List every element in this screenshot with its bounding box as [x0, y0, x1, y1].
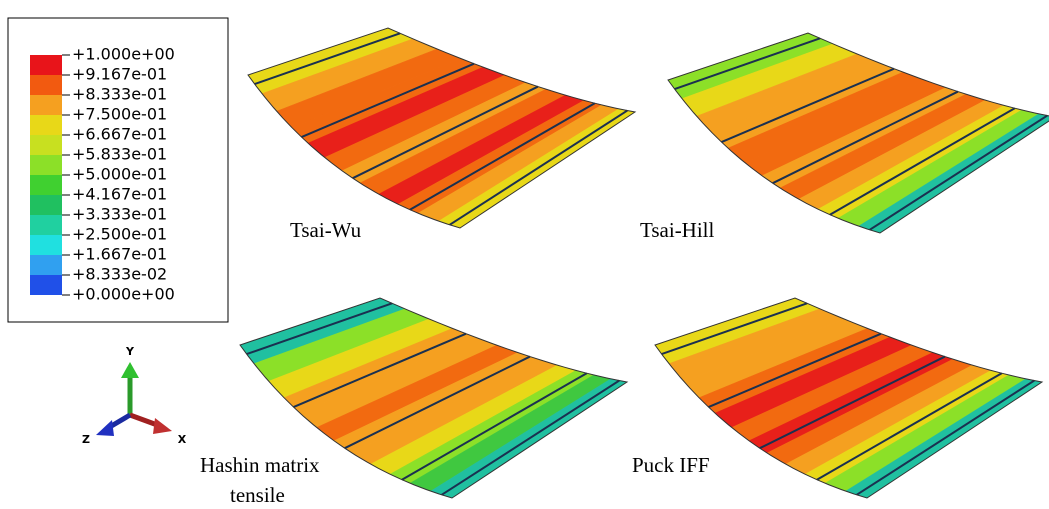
legend-band	[30, 115, 62, 135]
stiffener	[721, 67, 895, 143]
stiffener	[401, 372, 588, 481]
legend-band	[30, 155, 62, 175]
legend-label: +9.167e-01	[72, 65, 167, 84]
stiffener	[344, 355, 531, 450]
stiffener	[816, 372, 1003, 481]
stiffener	[409, 102, 596, 211]
shell	[667, 32, 1049, 234]
legend-band	[30, 135, 62, 155]
legend-band	[30, 215, 62, 235]
legend-label: +1.000e+00	[72, 45, 175, 64]
shell-outline	[239, 297, 629, 499]
legend-label: +3.333e-01	[72, 205, 167, 224]
stiffener	[661, 302, 808, 356]
legend-label: +1.667e-01	[72, 245, 167, 264]
stiffener	[869, 114, 1048, 231]
stiffener	[254, 32, 401, 86]
legend-band	[30, 235, 62, 255]
panel-label: tensile	[230, 483, 285, 507]
stiffener	[674, 37, 821, 91]
stiffener	[759, 355, 946, 450]
legend-label: +8.333e-02	[72, 265, 167, 284]
panel-label: Tsai-Hill	[640, 218, 715, 242]
legend-band	[30, 255, 62, 275]
stiffener	[301, 62, 475, 138]
legend-label: +2.500e-01	[72, 225, 167, 244]
legend-label: +0.000e+00	[72, 285, 175, 304]
shell	[654, 297, 1044, 499]
triad-z: Z	[82, 433, 90, 446]
stiffener	[246, 302, 393, 356]
legend-label: +5.000e-01	[72, 165, 167, 184]
legend-band	[30, 55, 62, 75]
legend-label: +7.500e-01	[72, 105, 167, 124]
stiffener	[856, 379, 1035, 496]
legend-label: +4.167e-01	[72, 185, 167, 204]
stiffener	[772, 90, 959, 185]
y-arrow-head	[121, 362, 139, 378]
shell-outline	[654, 297, 1044, 499]
legend-band	[30, 195, 62, 215]
legend-band	[30, 95, 62, 115]
shell	[247, 27, 637, 229]
stiffener	[441, 379, 620, 496]
stiffener	[352, 85, 539, 180]
legend-band	[30, 275, 62, 295]
legend-band	[30, 175, 62, 195]
legend-label: +6.667e-01	[72, 125, 167, 144]
stiffener	[449, 109, 628, 226]
triad: Y X Z	[82, 345, 187, 446]
legend-band	[30, 75, 62, 95]
panel-label: Hashin matrix	[200, 453, 320, 477]
stiffener	[708, 332, 882, 408]
shell	[239, 297, 629, 499]
stiffener	[293, 332, 467, 408]
shell-outline	[667, 32, 1049, 234]
panel-label: Puck IFF	[632, 453, 710, 477]
legend-label: +5.833e-01	[72, 145, 167, 164]
shell-outline	[247, 27, 637, 229]
legend-label: +8.333e-01	[72, 85, 167, 104]
stiffener	[829, 107, 1016, 216]
triad-x: X	[178, 433, 187, 446]
x-arrow-head	[153, 418, 172, 434]
z-arrow-head	[96, 420, 114, 436]
triad-y: Y	[125, 345, 135, 358]
panel-label: Tsai-Wu	[290, 218, 362, 242]
